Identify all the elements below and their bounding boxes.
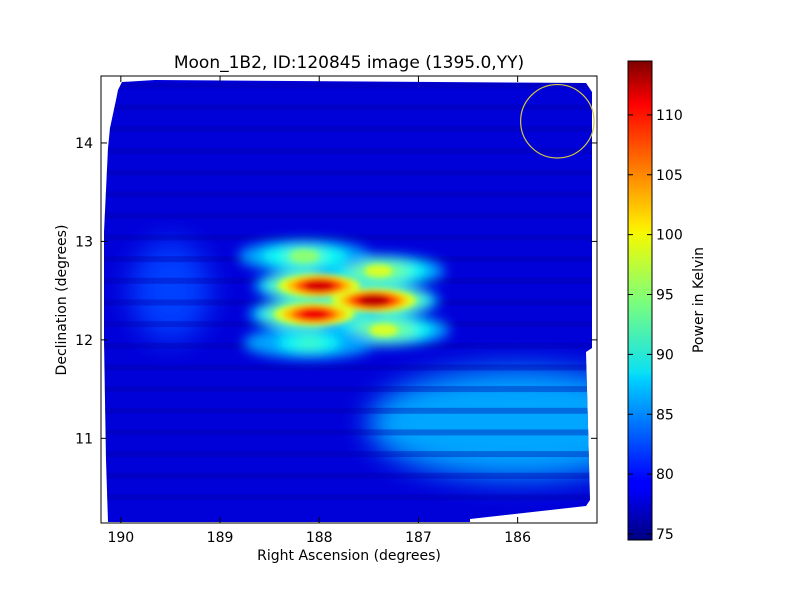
heatmap-image bbox=[104, 80, 592, 522]
colorbar-tick-label: 95 bbox=[656, 288, 674, 304]
source-core-group bbox=[274, 250, 416, 337]
source-blob bbox=[359, 294, 388, 307]
source-blob bbox=[290, 250, 319, 263]
scan-stripe bbox=[104, 407, 592, 414]
scan-stripe bbox=[104, 364, 592, 371]
colorbar-tick-label: 75 bbox=[656, 527, 674, 543]
diffuse-region bbox=[130, 240, 211, 341]
x-tick-label: 190 bbox=[107, 530, 134, 546]
scan-stripe bbox=[104, 494, 592, 501]
source-blob bbox=[300, 308, 329, 321]
colorbar-tick-label: 110 bbox=[656, 108, 683, 124]
colorbar-tick-label: 80 bbox=[656, 467, 674, 483]
source-blob bbox=[369, 324, 398, 337]
colorbar-frame bbox=[627, 60, 653, 541]
x-tick-label: 188 bbox=[306, 530, 333, 546]
scan-stripe bbox=[104, 82, 592, 89]
y-tick-label: 14 bbox=[75, 136, 93, 152]
source-blob bbox=[295, 336, 324, 349]
scan-stripe bbox=[104, 451, 592, 458]
chart-title: Moon_1B2, ID:120845 image (1395.0,YY) bbox=[174, 53, 524, 73]
x-axis-ticks: 190 189 188 187 186 bbox=[107, 76, 531, 546]
colorbar-gradient bbox=[628, 61, 652, 540]
colorbar-tick-label: 90 bbox=[656, 347, 674, 363]
scan-stripe bbox=[104, 212, 592, 219]
x-axis-label: Right Ascension (degrees) bbox=[257, 548, 441, 564]
scan-stripe bbox=[104, 104, 592, 111]
x-tick-label: 189 bbox=[207, 530, 234, 546]
y-tick-label: 13 bbox=[75, 234, 93, 250]
scan-stripe bbox=[104, 147, 592, 154]
plot-frame bbox=[100, 75, 598, 524]
diffuse-region bbox=[367, 368, 592, 479]
source-blob bbox=[305, 279, 334, 292]
diffuse-emission-layer bbox=[130, 240, 592, 479]
scan-stripe bbox=[104, 386, 592, 393]
colorbar-ticks: 75 80 85 90 95 100 105 110 bbox=[628, 108, 683, 543]
y-tick-label: 12 bbox=[75, 333, 93, 349]
scan-stripe bbox=[104, 191, 592, 198]
y-tick-label: 11 bbox=[75, 431, 93, 447]
x-tick-label: 186 bbox=[504, 530, 531, 546]
y-axis-label: Declination (degrees) bbox=[54, 225, 70, 376]
x-tick-label: 187 bbox=[405, 530, 432, 546]
scan-stripe bbox=[104, 126, 592, 133]
scan-stripe bbox=[104, 472, 592, 479]
colorbar-tick-label: 105 bbox=[656, 168, 683, 184]
scan-stripe bbox=[104, 429, 592, 436]
scan-stripe bbox=[104, 234, 592, 241]
colorbar-label: Power in Kelvin bbox=[691, 247, 707, 353]
colorbar-tick-label: 100 bbox=[656, 228, 683, 244]
y-axis-ticks: 11 12 13 14 bbox=[75, 136, 597, 447]
beam-circle-marker bbox=[520, 83, 595, 159]
colorbar-tick-label: 85 bbox=[656, 407, 674, 423]
scan-stripe bbox=[104, 169, 592, 176]
source-emission-layer bbox=[238, 240, 450, 359]
source-blob bbox=[364, 264, 393, 277]
